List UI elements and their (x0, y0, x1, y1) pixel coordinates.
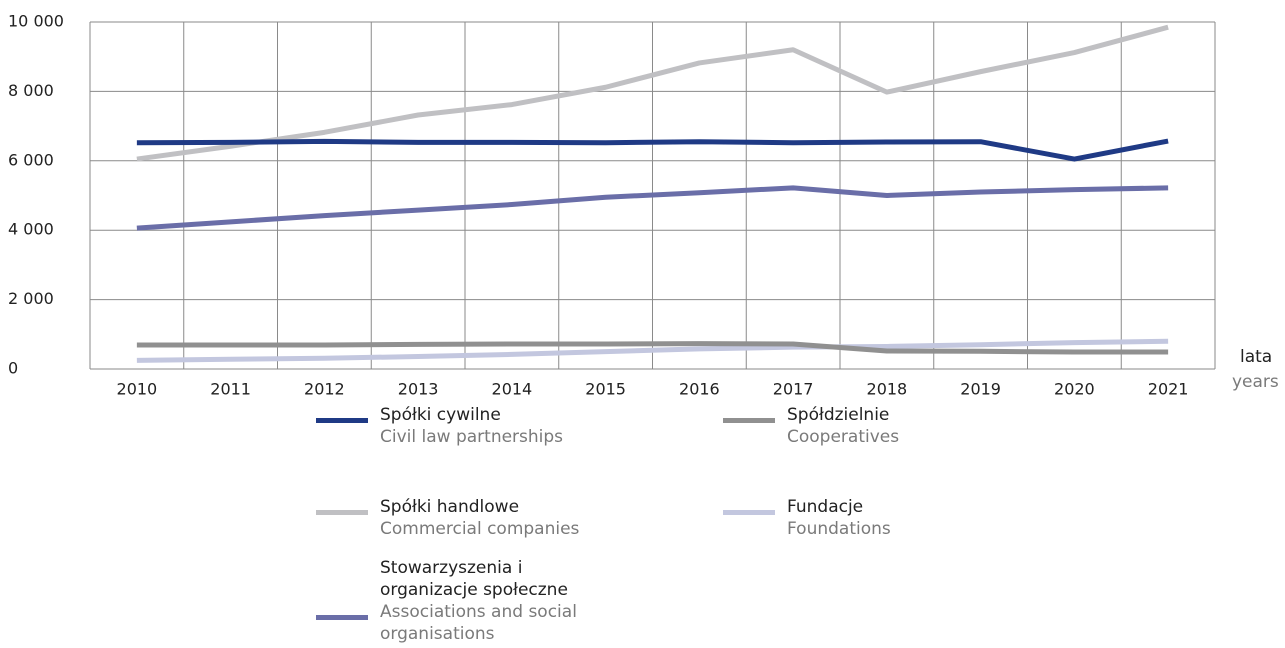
legend-label-en: Cooperatives (787, 427, 900, 447)
x-tick-label: 2012 (304, 380, 345, 399)
legend-text: Spółki handlowe Commercial companies (380, 496, 608, 540)
series-line (136, 338, 1169, 363)
x-tick-label: 2015 (585, 380, 626, 399)
legend-text: Fundacje Foundations (787, 496, 1015, 540)
legend-label: Spółki handlowe (380, 497, 520, 517)
legend-swatch (723, 418, 775, 423)
legend-swatch (316, 510, 368, 515)
legend-label: Stowarzyszenia i organizacje społeczne (380, 558, 568, 600)
legend-label-en: Civil law partnerships (380, 427, 564, 447)
x-tick-label: 2017 (773, 380, 814, 399)
series-line (136, 24, 1169, 162)
x-tick-label: 2013 (398, 380, 439, 399)
x-tick-label: 2011 (210, 380, 251, 399)
y-tick-label: 2 000 (8, 289, 54, 308)
x-tick-label: 2014 (492, 380, 533, 399)
series-line (136, 185, 1169, 231)
legend-swatch (316, 615, 368, 620)
x-tick-label: 2021 (1148, 380, 1189, 399)
legend-text: Spółki cywilne Civil law partnerships (380, 404, 608, 448)
y-tick-label: 6 000 (8, 150, 54, 169)
chart: lata years 0 2 000 4 000 6 000 8 000 10 000 20… (8, 12, 1279, 399)
legend-label: Spółdzielnie (787, 405, 890, 425)
y-tick-label: 8 000 (8, 81, 54, 100)
y-tick-label: 10 000 (8, 12, 64, 31)
x-tick-label: 2018 (867, 380, 908, 399)
series-line (136, 138, 1169, 162)
y-tick-label: 0 (8, 359, 18, 378)
legend-label-en: Commercial companies (380, 519, 580, 539)
x-axis-label: lata (1240, 347, 1272, 367)
legend-label: Spółki cywilne (380, 405, 501, 425)
x-tick-label: 2020 (1054, 380, 1095, 399)
legend-text: Stowarzyszenia i organizacje społeczne As… (380, 557, 608, 645)
legend-text: Spółdzielnie Cooperatives (787, 404, 1015, 448)
legend-label-en: Foundations (787, 519, 891, 539)
x-tick-label: 2019 (960, 380, 1001, 399)
x-tick-label: 2016 (679, 380, 720, 399)
x-axis-label-en: years (1232, 372, 1279, 392)
legend-label: Fundacje (787, 497, 864, 517)
legend-label-en: Associations and social organisations (380, 602, 577, 644)
legend-swatch (723, 510, 775, 515)
legend-swatch (316, 418, 368, 423)
series-line (136, 341, 1169, 355)
x-tick-label: 2010 (117, 380, 158, 399)
y-tick-label: 4 000 (8, 220, 54, 239)
